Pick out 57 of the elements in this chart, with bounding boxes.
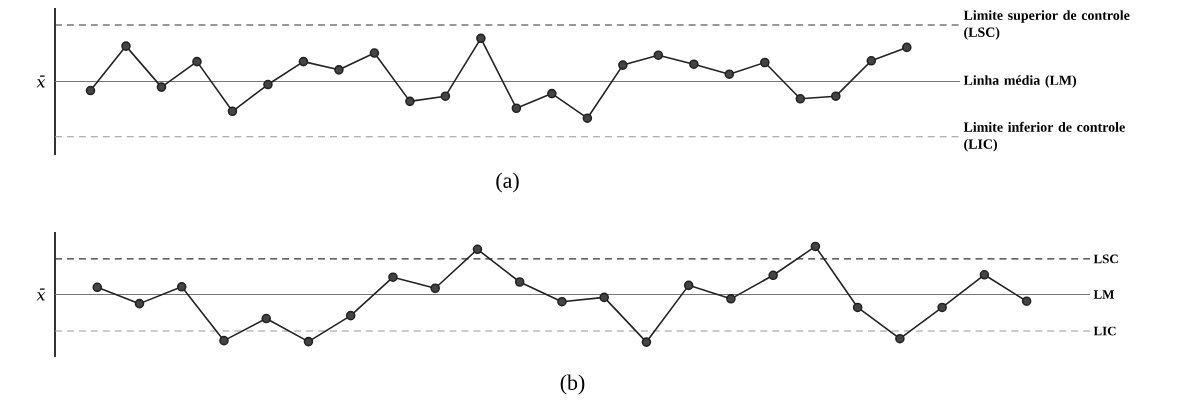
text: (a) [496,172,519,193]
point [726,294,736,304]
point [653,50,664,60]
point [405,96,415,107]
point [866,55,877,66]
point [345,310,356,321]
point [641,337,652,347]
ref-line-label: Linha média (LM) [963,75,1077,88]
point [547,88,557,99]
point [689,59,699,70]
point [192,56,202,67]
point [176,282,187,292]
ref-line-label: LSC [1093,254,1118,264]
ref-line-label: Limite superior de controle (LSC) [963,10,1130,40]
point [599,292,609,303]
point [582,113,593,123]
point [219,335,229,346]
point [937,302,947,313]
point [768,270,778,281]
point [440,91,451,101]
point [895,333,905,344]
point [303,336,314,347]
point [227,106,238,117]
point [1021,296,1032,307]
text: (b) [560,374,585,395]
point [514,277,525,287]
ref-line-label: Limite inferior de controle (LIC) [963,121,1125,152]
point [388,272,398,282]
ref-line-label: LIC [1093,326,1116,336]
point [134,298,145,309]
point [724,69,735,79]
point [618,60,628,70]
point [263,79,273,90]
point [156,82,167,92]
point [901,42,912,53]
point [261,313,272,324]
point [852,302,863,313]
ref-line-label: LM [1093,290,1115,299]
point [760,57,770,68]
point [476,33,486,44]
point [683,280,694,291]
point [92,282,103,293]
y-axis-title: x̄ [36,288,46,301]
point [430,283,440,294]
point [557,296,567,307]
point [810,241,821,252]
point [979,270,990,280]
point [472,244,483,255]
point [511,103,522,114]
y-axis-title: x̄ [36,75,46,88]
point [369,48,380,58]
point [85,85,96,96]
point [831,91,841,101]
point [121,41,131,51]
point [334,65,344,75]
point [795,93,806,104]
point [298,56,309,67]
